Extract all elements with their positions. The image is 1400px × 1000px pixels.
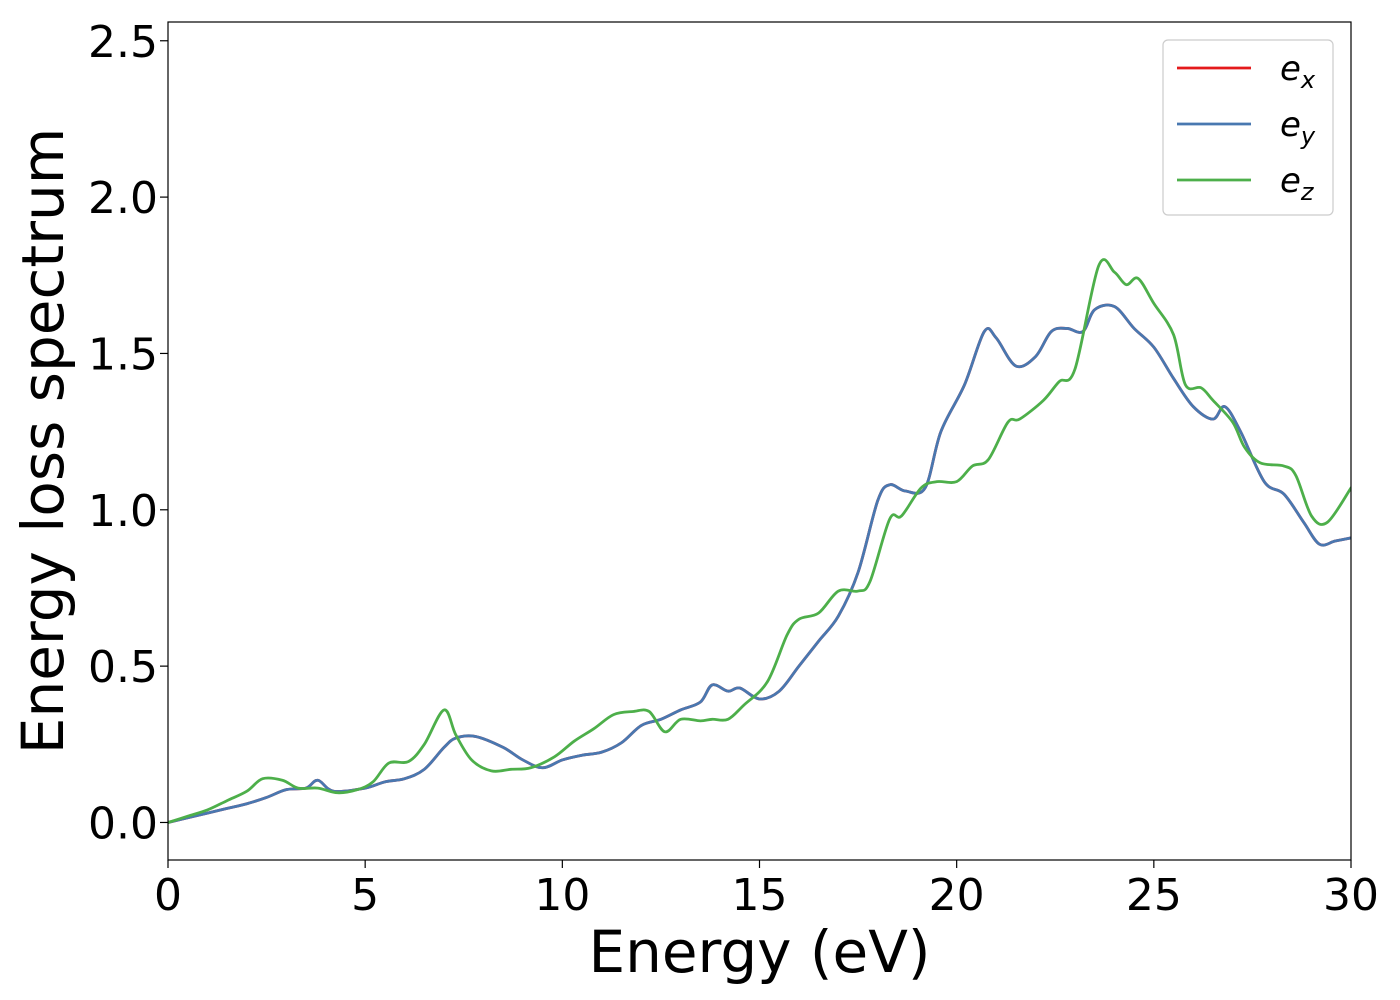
y-axis-ticks: 0.0 0.5 1.0 1.5 2.0 2.5 bbox=[88, 17, 168, 849]
y-tick-label: 0.0 bbox=[88, 798, 158, 849]
series-line-e-y bbox=[168, 303, 1351, 824]
x-tick-label: 0 bbox=[154, 870, 182, 921]
legend-box bbox=[1162, 39, 1334, 216]
legend-label-e-x: ex bbox=[1280, 49, 1316, 94]
x-tick-label: 5 bbox=[351, 870, 379, 921]
plot-lines bbox=[168, 258, 1351, 824]
y-tick-label: 1.0 bbox=[88, 486, 158, 537]
y-tick-label: 0.5 bbox=[88, 642, 158, 693]
x-tick-label: 25 bbox=[1126, 870, 1182, 921]
legend-label-e-z: ez bbox=[1280, 161, 1315, 206]
x-tick-label: 15 bbox=[732, 870, 788, 921]
x-axis-ticks: 0 5 10 15 20 25 30 bbox=[154, 860, 1379, 921]
series-line-e-z bbox=[168, 258, 1351, 824]
y-tick-label: 2.5 bbox=[88, 17, 158, 68]
x-tick-label: 30 bbox=[1323, 870, 1379, 921]
x-tick-label: 20 bbox=[929, 870, 985, 921]
legend-label-e-y: ey bbox=[1280, 105, 1316, 150]
x-axis-title: Energy (eV) bbox=[588, 918, 930, 986]
legend: ex ey ez bbox=[1162, 39, 1334, 216]
x-tick-label: 10 bbox=[534, 870, 590, 921]
y-tick-label: 1.5 bbox=[88, 329, 158, 380]
y-tick-label: 2.0 bbox=[88, 173, 158, 224]
y-axis-title: Energy loss spectrum bbox=[9, 128, 77, 754]
